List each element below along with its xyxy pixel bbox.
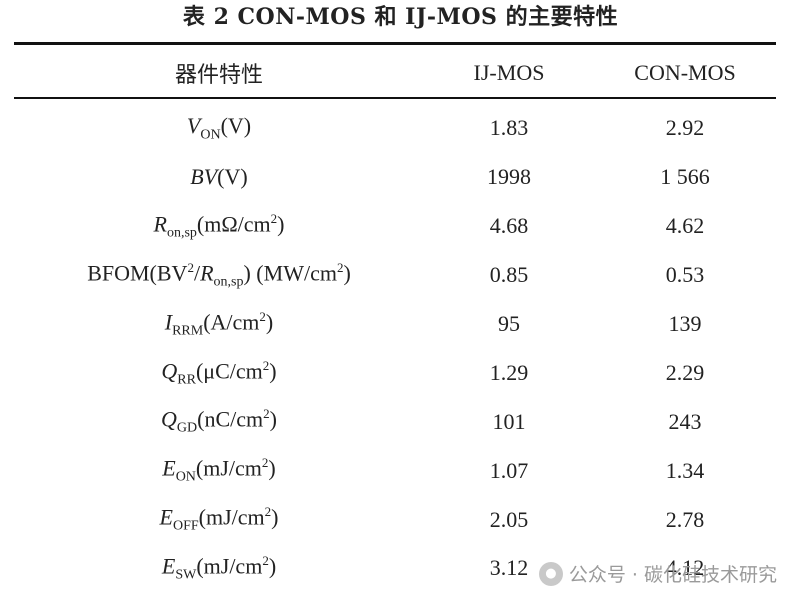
table-row: QRR(μC/cm2) 1.29 2.29 (14, 348, 776, 397)
con-mos-cell: 1 566 (660, 164, 710, 190)
ij-mos-cell: 3.12 (489, 555, 529, 581)
table-row: BFOM(BV2/Ron,sp) (MW/cm2) 0.85 0.53 (14, 251, 776, 300)
watermark: ● 公众号 · 碳化硅技术研究 (538, 560, 777, 587)
param-cell: Ron,sp(mΩ/cm2) (153, 210, 285, 241)
con-mos-cell: 2.29 (665, 359, 705, 385)
ij-mos-cell: 4.68 (489, 213, 529, 239)
watermark-text: 公众号 · 碳化硅技术研究 (568, 564, 777, 586)
param-cell: BFOM(BV2/Ron,sp) (MW/cm2) (87, 259, 351, 290)
ij-mos-cell: 95 (498, 311, 520, 336)
table-row: QGD(nC/cm2) 101 243 (14, 397, 776, 446)
table-row: EON(mJ/cm2) 1.07 1.34 (14, 446, 776, 495)
param-cell: IRRM(A/cm2) (164, 308, 274, 339)
con-mos-cell: 0.53 (665, 262, 705, 288)
param-cell: VON(V) (186, 113, 252, 143)
header-cell-ij: IJ-MOS (473, 59, 545, 85)
table-row: BV(V) 1998 1 566 (14, 153, 776, 202)
param-cell: ESW(mJ/cm2) (161, 553, 277, 583)
table-row: VON(V) 1.83 2.92 (14, 99, 776, 153)
header-rule (14, 97, 776, 99)
table-row: ESW(mJ/cm2) 3.12 4.12 (14, 544, 776, 593)
ij-mos-cell: 1.83 (489, 115, 529, 141)
table-title: 表 2 CON-MOS 和 IJ-MOS 的主要特性 (182, 4, 619, 30)
top-rule (14, 42, 776, 45)
characteristics-table: 器件特性 IJ-MOS CON-MOS VON(V) 1.83 2.92 BV(V) 1… (14, 46, 776, 593)
con-mos-cell: 4.12 (665, 555, 705, 581)
con-mos-cell: 243 (668, 408, 702, 434)
con-mos-cell: 139 (668, 311, 702, 336)
param-cell: BV(V) (190, 164, 248, 190)
param-cell: EOFF(mJ/cm2) (159, 504, 279, 534)
header-cell-param: 器件特性 (174, 61, 263, 87)
param-cell: QGD(nC/cm2) (161, 406, 277, 437)
ij-mos-cell: 0.85 (489, 262, 529, 288)
con-mos-cell: 2.92 (665, 115, 705, 141)
ij-mos-cell: 1.07 (489, 457, 529, 483)
ij-mos-cell: 1998 (487, 164, 531, 190)
wechat-icon: ● (538, 561, 563, 586)
header-cell-con: CON-MOS (634, 59, 736, 85)
param-cell: QRR(μC/cm2) (161, 357, 277, 388)
con-mos-cell: 1.34 (665, 457, 705, 483)
table-row: IRRM(A/cm2) 95 139 (14, 300, 776, 349)
ij-mos-cell: 1.29 (489, 359, 529, 385)
table-row: EOFF(mJ/cm2) 2.05 2.78 (14, 495, 776, 544)
table-row: Ron,sp(mΩ/cm2) 4.68 4.62 (14, 202, 776, 251)
con-mos-cell: 4.62 (665, 213, 705, 239)
param-cell: EON(mJ/cm2) (162, 455, 276, 486)
ij-mos-cell: 101 (492, 408, 526, 434)
ij-mos-cell: 2.05 (489, 506, 529, 532)
con-mos-cell: 2.78 (665, 506, 705, 532)
header-row: 器件特性 IJ-MOS CON-MOS (14, 46, 776, 99)
